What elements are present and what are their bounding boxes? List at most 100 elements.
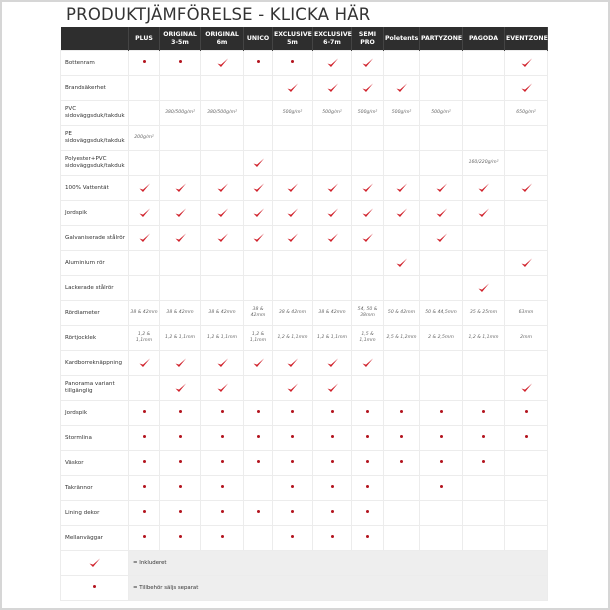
dot-icon (178, 60, 182, 63)
table-cell (128, 275, 160, 301)
column-header: PLUS (128, 27, 160, 51)
dot-icon (220, 485, 224, 488)
dot-icon (220, 410, 224, 413)
dot-icon (291, 485, 294, 488)
dot-icon (400, 410, 403, 413)
table-cell (504, 250, 548, 276)
table-cell: 1,2 & 1,1mm (462, 325, 505, 351)
table-cell (159, 175, 201, 201)
table-cell (159, 450, 201, 476)
row-label: PE sidoväggsduk/takduk (60, 125, 129, 151)
table-row: PVC sidoväggsduk/takduk 380/500g/m² 380/50… (60, 100, 548, 126)
checkmark-icon (138, 358, 151, 367)
row-label: Takrännor (60, 475, 129, 501)
table-cell (462, 275, 505, 301)
dot-icon (256, 410, 260, 413)
checkmark-icon (286, 183, 299, 192)
checkmark-icon (361, 358, 374, 367)
dot-icon (330, 460, 334, 463)
dot-icon (400, 460, 403, 463)
table-cell (383, 275, 420, 301)
table-cell: 50 & 42mm (383, 300, 420, 326)
dot-icon (178, 435, 182, 438)
dot-icon (291, 435, 294, 438)
table-cell (462, 400, 505, 426)
checkmark-icon (286, 208, 299, 217)
legend-text: = Inkluderet (128, 550, 548, 576)
table-cell: 650g/m² (504, 100, 548, 126)
table-cell (462, 50, 505, 76)
table-cell (504, 450, 548, 476)
table-cell (419, 375, 463, 401)
dot-icon (178, 535, 182, 538)
checkmark-icon (326, 383, 339, 392)
dot-icon (256, 60, 260, 63)
checkmark-icon (395, 83, 408, 92)
table-cell (312, 450, 352, 476)
table-cell (243, 425, 273, 451)
table-cell (504, 350, 548, 376)
dot-icon (482, 410, 485, 413)
table-row: Rörtjocklek 1,2 & 1,1mm 1,2 & 1,1mm 1,2 & 1… (60, 325, 548, 351)
table-cell (312, 75, 352, 101)
table-cell (462, 175, 505, 201)
table-cell (351, 150, 384, 176)
table-cell (312, 400, 352, 426)
table-cell (504, 425, 548, 451)
checkmark-icon (252, 208, 265, 217)
table-cell (462, 475, 505, 501)
table-cell (159, 350, 201, 376)
table-cell (159, 500, 201, 526)
table-cell (419, 450, 463, 476)
table-cell (462, 525, 505, 551)
table-cell (351, 500, 384, 526)
dot-icon (142, 485, 146, 488)
table-cell (351, 425, 384, 451)
table-cell: 38 & 42mm (128, 300, 160, 326)
dot-icon (439, 485, 443, 488)
column-header: UNICO (243, 27, 273, 51)
checkmark-icon (174, 233, 187, 242)
table-cell (462, 225, 505, 251)
table-cell: 380/500g/m² (200, 100, 244, 126)
table-row: Rördiameter 38 & 42mm 38 & 42mm 38 & 42mm 38… (60, 300, 548, 326)
dot-icon (142, 410, 146, 413)
checkmark-icon (520, 183, 533, 192)
table-cell (312, 500, 352, 526)
table-cell: 500g/m² (312, 100, 352, 126)
table-cell (462, 450, 505, 476)
checkmark-icon (174, 208, 187, 217)
table-cell: 160/220g/m² (462, 150, 505, 176)
table-cell (383, 350, 420, 376)
table-cell (462, 75, 505, 101)
page-title[interactable]: PRODUKTJÄMFÖRELSE - KLICKA HÄR (66, 5, 371, 24)
table-cell (128, 475, 160, 501)
table-cell (351, 250, 384, 276)
table-row: 100% Vattentät (60, 175, 548, 201)
checkmark-icon (361, 83, 374, 92)
table-cell: 2 & 2,5mm (419, 325, 463, 351)
table-cell: 1,2 & 1,1mm (128, 325, 160, 351)
dot-icon (366, 435, 369, 438)
checkmark-icon (477, 208, 490, 217)
table-row: Aluminium rör (60, 250, 548, 276)
table-cell (200, 175, 244, 201)
checkmark-icon (395, 208, 408, 217)
table-cell: 380/500g/m² (159, 100, 201, 126)
table-cell (272, 250, 313, 276)
dot-icon (482, 435, 485, 438)
table-cell (128, 350, 160, 376)
column-header: ORIGINAL 6m (200, 27, 244, 51)
table-cell (351, 175, 384, 201)
table-cell (462, 200, 505, 226)
table-cell (383, 400, 420, 426)
table-row: PE sidoväggsduk/takduk 200g/m² (60, 125, 548, 151)
table-cell (312, 200, 352, 226)
table-cell (200, 225, 244, 251)
table-cell (128, 100, 160, 126)
checkmark-icon (361, 233, 374, 242)
checkmark-icon (286, 83, 299, 92)
table-row: Väskor (60, 450, 548, 476)
dot-icon (366, 535, 369, 538)
dot-icon (330, 535, 334, 538)
